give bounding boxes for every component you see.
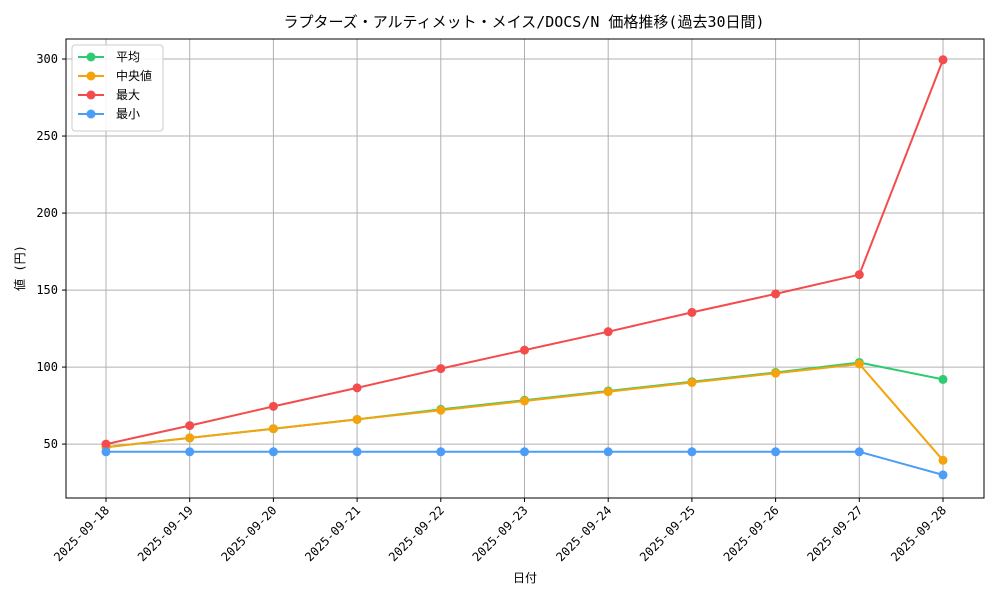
data-point xyxy=(520,345,529,355)
y-tick-label: 100 xyxy=(36,360,58,374)
data-point xyxy=(603,447,613,457)
data-point xyxy=(268,401,278,411)
chart-title: ラプターズ・アルティメット・メイス/DOCS/N 価格推移(過去30日間) xyxy=(283,13,764,31)
y-tick-label: 300 xyxy=(36,52,58,66)
y-tick-label: 200 xyxy=(36,206,58,220)
data-point xyxy=(352,383,362,393)
legend-label: 最大 xyxy=(116,88,140,102)
x-tick-label: 2025-09-21 xyxy=(302,503,363,564)
data-point xyxy=(687,377,697,387)
x-tick-label: 2025-09-19 xyxy=(135,503,196,564)
data-point xyxy=(185,433,195,443)
data-point xyxy=(436,364,446,374)
legend-marker xyxy=(86,109,96,119)
data-point xyxy=(771,368,781,378)
data-point xyxy=(771,289,781,299)
series-最大 xyxy=(101,55,948,449)
legend-marker xyxy=(86,71,96,81)
y-axis-label: 値 (円) xyxy=(12,245,27,291)
y-tick-label: 50 xyxy=(44,437,58,451)
data-point xyxy=(938,374,948,384)
data-point xyxy=(185,447,195,457)
legend-box xyxy=(71,44,164,132)
data-point xyxy=(520,396,529,406)
data-point xyxy=(938,470,948,480)
x-tick-label: 2025-09-22 xyxy=(386,503,447,564)
data-point xyxy=(520,447,529,457)
x-tick-label: 2025-09-24 xyxy=(553,503,614,564)
y-tick-label: 250 xyxy=(36,129,58,143)
data-point xyxy=(603,327,613,337)
x-axis-label: 日付 xyxy=(513,571,537,585)
data-point xyxy=(352,447,362,457)
grid-lines xyxy=(66,39,984,498)
data-point xyxy=(101,439,111,449)
data-point xyxy=(938,455,948,465)
x-tick-label: 2025-09-23 xyxy=(470,503,531,564)
data-point xyxy=(101,447,111,457)
data-point xyxy=(687,307,697,317)
y-tick-label: 150 xyxy=(36,283,58,297)
legend-marker xyxy=(86,90,96,100)
legend-label: 平均 xyxy=(116,50,140,64)
data-point xyxy=(268,447,278,457)
x-tick-label: 2025-09-27 xyxy=(804,503,865,564)
x-tick-label: 2025-09-25 xyxy=(637,503,698,564)
axis-ticks: 2025-09-18 2025-09-19 2025-09-20 2025-09-21… xyxy=(36,52,949,564)
data-point xyxy=(268,424,278,434)
data-point xyxy=(185,421,195,431)
data-point xyxy=(603,387,613,397)
x-tick-label: 2025-09-18 xyxy=(51,503,112,564)
x-tick-label: 2025-09-28 xyxy=(888,503,949,564)
data-point xyxy=(854,359,864,369)
data-point xyxy=(687,447,697,457)
x-tick-label: 2025-09-20 xyxy=(219,503,280,564)
series-最小 xyxy=(101,447,948,480)
legend-marker xyxy=(86,52,96,62)
data-point xyxy=(352,414,362,424)
data-point xyxy=(771,447,781,457)
legend-label: 中央値 xyxy=(116,68,152,83)
series-layer xyxy=(101,55,948,480)
data-point xyxy=(436,405,446,415)
x-tick-label: 2025-09-26 xyxy=(721,503,782,564)
data-point xyxy=(436,447,446,457)
data-point xyxy=(854,270,864,280)
data-point xyxy=(938,55,948,65)
legend-label: 最小 xyxy=(116,107,140,121)
data-point xyxy=(854,447,864,457)
